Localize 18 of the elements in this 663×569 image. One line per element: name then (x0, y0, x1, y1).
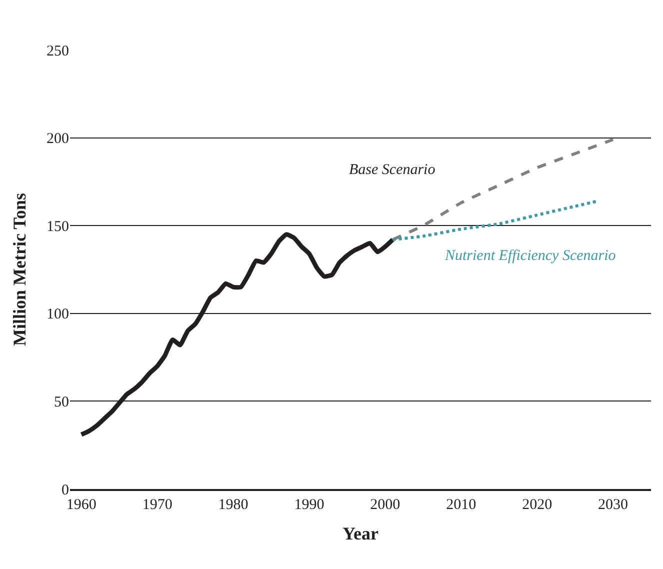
y-tick-label: 50 (54, 394, 69, 410)
x-tick-label: 2010 (446, 496, 476, 513)
y-tick-label: 0 (62, 482, 69, 498)
x-tick-label: 1990 (294, 496, 324, 513)
x-tick-label: 2020 (522, 496, 552, 513)
text: Base Scenario (349, 162, 436, 178)
x-tick-label: 2030 (598, 496, 628, 513)
y-tick-label: 100 (46, 306, 69, 323)
y-axis-title: Million Metric Tons (10, 193, 30, 346)
y-tick-label: 200 (46, 131, 69, 148)
y-tick-label: 150 (46, 218, 69, 235)
x-axis-title: Year (342, 523, 378, 544)
x-tick-label: 1980 (218, 496, 248, 513)
series-label: Nutrient Efficiency Scenario (444, 248, 616, 264)
x-tick-label: 1970 (142, 496, 172, 513)
x-tick-label: 2000 (370, 496, 400, 513)
y-tick-label: 250 (46, 43, 69, 60)
x-tick-label: 1960 (66, 496, 96, 513)
